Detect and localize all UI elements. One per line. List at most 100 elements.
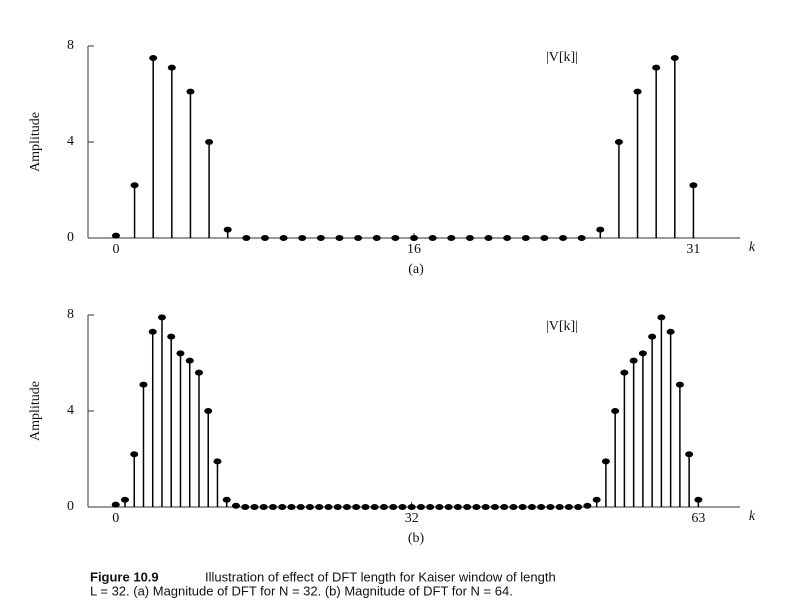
y-tick-label: 4 [67,134,74,149]
stem-marker [472,504,481,510]
stem-marker [564,504,573,510]
stem-marker [546,504,555,510]
stem-marker [435,504,444,510]
stem-marker [194,369,203,376]
x-tick-label: 0 [112,242,119,257]
stem-marker [694,496,703,503]
stem-marker [278,504,287,510]
stem-marker [167,64,176,71]
stem-marker [213,458,222,465]
y-tick-label: 0 [67,499,74,514]
stem-marker [111,501,120,508]
stem-marker [120,496,129,503]
stem-marker [268,504,277,510]
stem-marker [222,496,231,503]
x-tick-label: 63 [691,511,705,526]
stem-marker [372,235,381,241]
caption-line: Illustration of effect of DFT length for… [205,569,556,584]
stem-marker [666,328,675,335]
caption-line: L = 32. (a) Magnitude of DFT for N = 32.… [90,583,513,598]
stem-marker [596,226,605,233]
stem-marker [157,314,166,321]
stem-marker [260,235,269,241]
stem-marker [540,235,549,241]
stem-marker [484,235,493,241]
stem-marker [685,451,694,458]
stem-marker [223,226,232,233]
stem-marker [555,504,564,510]
stem-marker [316,235,325,241]
x-tick-label: 32 [405,511,419,526]
y-axis-label: Amplitude [28,381,43,441]
stem-marker [370,504,379,510]
stem-marker [298,235,307,241]
panel-label: (b) [408,531,425,546]
stem-marker [490,504,499,510]
stem-marker [518,504,527,510]
stem-marker [296,504,305,510]
stem-marker [130,451,139,458]
stem-marker [279,235,288,241]
x-axis-label: k [749,240,756,255]
panel-label: (a) [408,262,424,277]
y-tick-label: 0 [67,230,74,245]
stem-marker [398,504,407,510]
stem-marker [447,235,456,241]
y-tick-label: 8 [67,307,74,322]
stem-marker [559,235,568,241]
stem-marker [354,235,363,241]
stem-marker [342,504,351,510]
stem-marker [444,504,453,510]
stem-marker [176,350,185,357]
stem-marker [287,504,296,510]
stem-marker [463,504,472,510]
stem-marker [335,235,344,241]
stem-marker [453,504,462,510]
stem-marker [149,55,158,61]
stem-marker [481,504,490,510]
stem-marker [130,182,139,189]
stem-marker [315,504,324,510]
stem-marker [250,504,259,510]
stem-marker [689,182,698,189]
x-tick-label: 31 [686,242,700,257]
stem-marker [500,504,509,510]
stem-marker [592,496,601,503]
y-tick-label: 8 [67,38,74,53]
series-label: |V[k]| [546,319,578,334]
stem-marker [242,235,251,241]
stem-marker [139,381,148,388]
stem-marker [148,328,157,335]
stem-marker [633,88,642,95]
stem-marker [675,381,684,388]
stem-marker [638,350,647,357]
stem-marker [205,139,214,145]
stem-marker [583,502,592,509]
stem-marker [416,504,425,510]
stem-marker [204,408,213,414]
stem-marker [305,504,314,510]
x-tick-label: 0 [112,511,119,526]
stem-marker [186,88,195,95]
stem-marker [509,504,518,510]
stem-marker [521,235,530,241]
stem-marker [111,232,120,239]
stem-marker [629,357,638,364]
stem-marker [537,504,546,510]
x-axis-label: k [749,509,756,524]
stem-marker [231,502,240,509]
y-axis-label: Amplitude [28,112,43,172]
stem-marker [611,408,620,414]
stem-marker [620,369,629,376]
stem-marker [648,333,657,340]
stem-marker [601,458,610,465]
stem-marker [241,504,250,510]
stem-marker [352,504,361,510]
stem-marker [614,139,623,145]
stem-marker [391,235,400,241]
stem-marker [361,504,370,510]
stem-marker [167,333,176,340]
stem-marker [379,504,388,510]
